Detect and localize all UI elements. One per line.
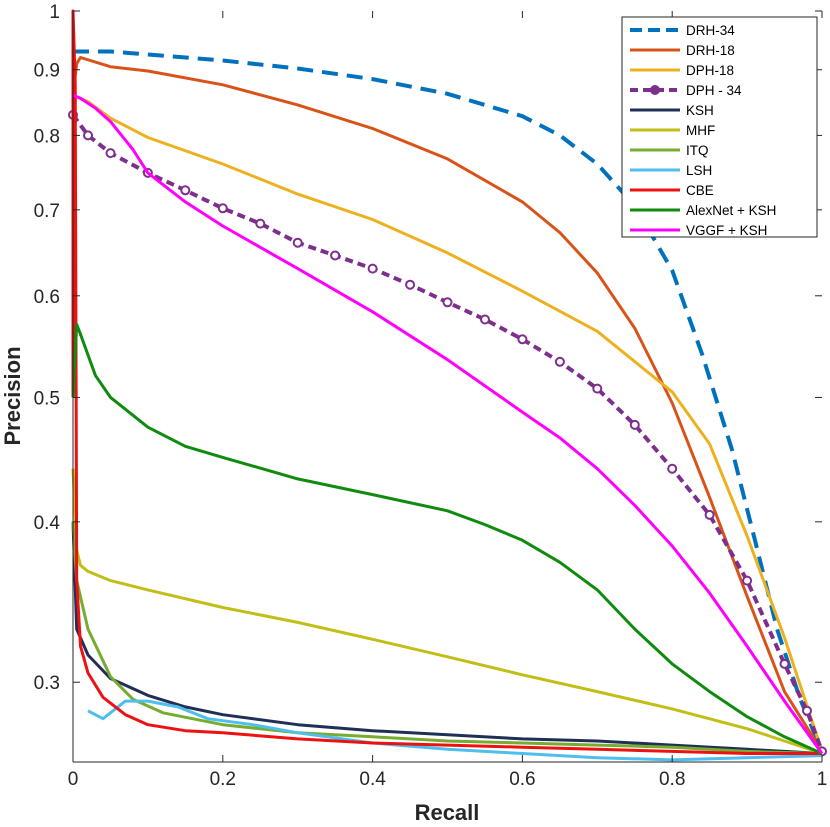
data-point-marker — [105, 148, 116, 159]
data-point-marker — [592, 383, 603, 394]
legend-label: AlexNet + KSH — [686, 203, 776, 218]
legend-label: LSH — [686, 163, 712, 178]
legend-marker-swatch — [650, 85, 660, 95]
series-line-ksh — [71, 521, 823, 755]
legend-label: DPH-18 — [686, 63, 734, 78]
y-tick-label: 0.5 — [34, 388, 60, 409]
legend-box — [621, 16, 818, 238]
x-tick-label: 0.8 — [659, 769, 685, 790]
legend-label: DRH-34 — [686, 23, 735, 38]
series-line-cbe — [71, 9, 822, 755]
data-point-marker — [554, 356, 565, 367]
data-point-marker — [367, 263, 378, 274]
data-point-marker — [292, 237, 303, 248]
axes-frame — [72, 11, 822, 763]
data-point-marker — [330, 250, 341, 261]
x-tick-label: 0 — [68, 769, 79, 790]
x-axis-title: Recall — [415, 800, 480, 825]
series-line-lsh — [87, 699, 823, 762]
data-point-marker — [217, 203, 228, 214]
series-line-dph-18 — [72, 93, 824, 752]
data-point-marker — [83, 130, 93, 141]
y-tick-label: 0.6 — [34, 287, 60, 308]
data-point-marker — [802, 705, 812, 716]
legend-label: ITQ — [686, 143, 709, 158]
data-point-marker — [180, 185, 191, 196]
data-point-marker — [667, 463, 678, 474]
x-tick-label: 1 — [817, 769, 828, 790]
legend-label: CBE — [686, 183, 714, 198]
series-lines — [68, 9, 827, 762]
x-ticks: 0 0.2 0.4 0.6 0.8 1 — [68, 11, 828, 790]
x-tick-label: 0.4 — [359, 769, 386, 790]
data-point-marker — [704, 509, 715, 520]
y-ticks: 0.3 0.4 0.5 0.6 0.7 0.8 0.9 1 — [34, 2, 822, 694]
data-point-marker — [742, 575, 753, 586]
data-point-marker — [405, 279, 416, 290]
data-point-marker — [255, 218, 266, 229]
series-line-vggf-ksh — [72, 93, 824, 755]
y-tick-label: 0.8 — [34, 126, 60, 147]
y-tick-label: 1 — [49, 2, 60, 23]
data-point-marker — [442, 297, 453, 308]
y-axis-title: Precision — [0, 346, 25, 445]
series-line-drh-34 — [73, 49, 824, 753]
legend-label: MHF — [686, 123, 715, 138]
data-point-marker — [629, 419, 640, 430]
legend-label: DRH-18 — [686, 43, 735, 58]
legend-label: VGGF + KSH — [686, 223, 767, 238]
series-line-drh-18 — [71, 56, 824, 753]
legend: DRH-34 DRH-18 DPH-18 DPH - 34 KSH MHF ITQ LSH CB… — [621, 16, 818, 238]
series-line-mhf — [71, 468, 823, 755]
data-point-marker — [480, 314, 490, 325]
y-tick-label: 0.7 — [34, 201, 60, 222]
y-tick-label: 0.9 — [34, 61, 60, 82]
x-tick-label: 0.6 — [509, 769, 535, 790]
data-point-marker — [517, 334, 528, 345]
legend-label: DPH - 34 — [686, 83, 742, 98]
y-tick-label: 0.3 — [34, 673, 60, 694]
y-tick-label: 0.4 — [34, 513, 61, 534]
data-point-marker — [779, 658, 790, 669]
legend-label: KSH — [686, 103, 714, 118]
series-line-alexnet-ksh — [71, 322, 823, 755]
x-tick-label: 0.2 — [210, 769, 236, 790]
